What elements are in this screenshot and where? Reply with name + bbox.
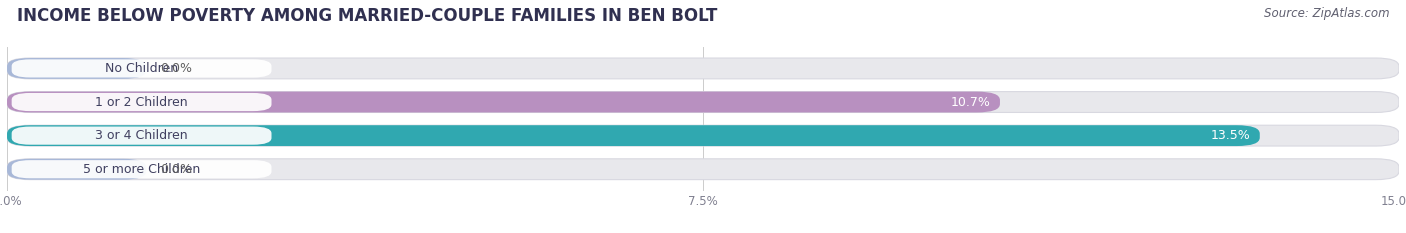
FancyBboxPatch shape	[11, 59, 271, 78]
FancyBboxPatch shape	[7, 92, 1000, 113]
FancyBboxPatch shape	[11, 127, 271, 145]
Text: 5 or more Children: 5 or more Children	[83, 163, 200, 176]
FancyBboxPatch shape	[7, 92, 1399, 113]
FancyBboxPatch shape	[11, 160, 271, 178]
Text: No Children: No Children	[105, 62, 179, 75]
Text: 10.7%: 10.7%	[950, 96, 991, 109]
FancyBboxPatch shape	[7, 125, 1260, 146]
FancyBboxPatch shape	[7, 58, 146, 79]
Text: 3 or 4 Children: 3 or 4 Children	[96, 129, 188, 142]
FancyBboxPatch shape	[7, 159, 1399, 180]
FancyBboxPatch shape	[7, 125, 1399, 146]
Text: Source: ZipAtlas.com: Source: ZipAtlas.com	[1264, 7, 1389, 20]
Text: INCOME BELOW POVERTY AMONG MARRIED-COUPLE FAMILIES IN BEN BOLT: INCOME BELOW POVERTY AMONG MARRIED-COUPL…	[17, 7, 717, 25]
FancyBboxPatch shape	[7, 159, 146, 180]
Text: 0.0%: 0.0%	[160, 62, 193, 75]
FancyBboxPatch shape	[11, 93, 271, 111]
Text: 1 or 2 Children: 1 or 2 Children	[96, 96, 188, 109]
Text: 0.0%: 0.0%	[160, 163, 193, 176]
FancyBboxPatch shape	[7, 58, 1399, 79]
Text: 13.5%: 13.5%	[1211, 129, 1250, 142]
